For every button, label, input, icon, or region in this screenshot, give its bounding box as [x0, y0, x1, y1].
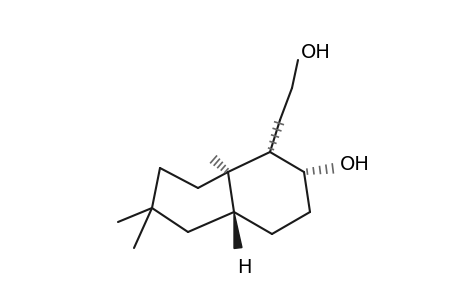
- Text: H: H: [236, 258, 251, 277]
- Polygon shape: [234, 212, 241, 248]
- Text: OH: OH: [339, 154, 369, 173]
- Text: OH: OH: [300, 43, 330, 61]
